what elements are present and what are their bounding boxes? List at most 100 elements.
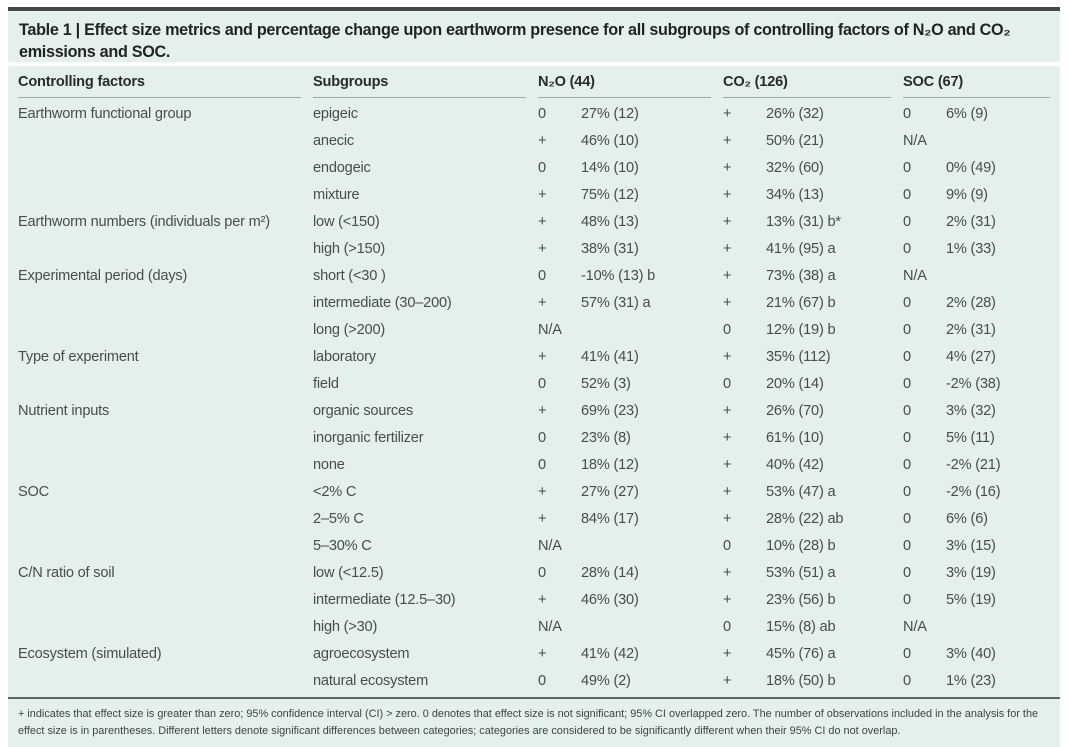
n2o-value-cell: 27% (12) [581,105,639,122]
factor-cell: SOC [18,483,50,500]
soc-sign-cell: 0 [903,375,911,392]
n2o-sign-cell: 0 [538,456,546,473]
n2o-sign-cell: 0 [538,375,546,392]
co2-value-cell: 73% (38) a [766,267,836,284]
table-top-rule [8,7,1060,11]
co2-value-cell: 53% (51) a [766,564,836,581]
n2o-value-cell: 27% (27) [581,483,639,500]
subgroup-cell: field [313,375,339,392]
factor-cell: Experimental period (days) [18,267,188,284]
n2o-sign-cell: + [538,240,547,257]
subgroup-cell: inorganic fertilizer [313,429,424,446]
soc-value-cell: 0% (49) [946,159,996,176]
co2-value-cell: 20% (14) [766,375,824,392]
soc-sign-cell: N/A [903,267,927,284]
co2-value-cell: 13% (31) b* [766,213,841,230]
table-row: SOC <2% C + 27% (27) + 53% (47) a 0 -2% … [18,478,1050,505]
subgroup-cell: epigeic [313,105,358,122]
n2o-value-cell: 18% (12) [581,456,639,473]
co2-value-cell: 26% (70) [766,402,824,419]
n2o-sign-cell: 0 [538,564,546,581]
co2-value-cell: 28% (22) ab [766,510,844,527]
soc-value-cell: 3% (15) [946,537,996,554]
subgroup-cell: anecic [313,132,354,149]
table-row: Earthworm numbers (individuals per m²) l… [18,208,1050,235]
co2-sign-cell: + [723,105,732,122]
co2-sign-cell: 0 [723,537,731,554]
co2-sign-cell: + [723,564,732,581]
subgroup-cell: 5–30% C [313,537,372,554]
n2o-sign-cell: 0 [538,159,546,176]
soc-value-cell: 2% (28) [946,294,996,311]
soc-value-cell: 3% (32) [946,402,996,419]
soc-sign-cell: N/A [903,132,927,149]
factor-cell: Nutrient inputs [18,402,110,419]
table-row: long (>200) N/A 0 12% (19) b 0 2% (31) [18,316,1050,343]
soc-value-cell: 2% (31) [946,321,996,338]
n2o-sign-cell: + [538,510,547,527]
table-row: high (>150) + 38% (31) + 41% (95) a 0 1%… [18,235,1050,262]
n2o-sign-cell: + [538,591,547,608]
co2-sign-cell: 0 [723,618,731,635]
soc-value-cell: 1% (33) [946,240,996,257]
subgroup-cell: low (<12.5) [313,564,384,581]
factor-cell: Earthworm functional group [18,105,192,122]
co2-sign-cell: + [723,456,732,473]
footnote-rule [8,697,1060,699]
co2-value-cell: 18% (50) b [766,672,836,689]
co2-sign-cell: 0 [723,321,731,338]
n2o-sign-cell: + [538,294,547,311]
soc-value-cell: 6% (6) [946,510,988,527]
n2o-value-cell: 48% (13) [581,213,639,230]
soc-value-cell: 6% (9) [946,105,988,122]
n2o-value-cell: 14% (10) [581,159,639,176]
subgroup-cell: organic sources [313,402,414,419]
soc-sign-cell: 0 [903,591,911,608]
column-header-subgroups: Subgroups [313,74,526,98]
n2o-value-cell: -10% (13) b [581,267,656,284]
n2o-value-cell: 49% (2) [581,672,631,689]
n2o-sign-cell: N/A [538,537,562,554]
table-row: C/N ratio of soil low (<12.5) 0 28% (14)… [18,559,1050,586]
co2-sign-cell: + [723,240,732,257]
co2-sign-cell: + [723,402,732,419]
co2-sign-cell: 0 [723,375,731,392]
soc-sign-cell: N/A [903,618,927,635]
n2o-value-cell: 46% (10) [581,132,639,149]
table-body-block: Controlling factors Subgroups N₂O (44) C… [8,66,1060,747]
soc-sign-cell: 0 [903,348,911,365]
co2-sign-cell: + [723,348,732,365]
subgroup-cell: low (<150) [313,213,380,230]
co2-value-cell: 50% (21) [766,132,824,149]
table-row: endogeic 0 14% (10) + 32% (60) 0 0% (49) [18,154,1050,181]
table-row: Type of experiment laboratory + 41% (41)… [18,343,1050,370]
soc-value-cell: 5% (11) [946,429,995,446]
column-header-n2o: N₂O (44) [538,74,711,98]
n2o-sign-cell: N/A [538,321,562,338]
soc-value-cell: 2% (31) [946,213,996,230]
n2o-sign-cell: + [538,483,547,500]
n2o-value-cell: 41% (41) [581,348,639,365]
soc-sign-cell: 0 [903,213,911,230]
column-header-soc: SOC (67) [903,74,1050,98]
co2-sign-cell: + [723,672,732,689]
factor-cell: Ecosystem (simulated) [18,645,162,662]
table-row: Ecosystem (simulated) agroecosystem + 41… [18,640,1050,667]
table-title-block: Table 1 | Effect size metrics and percen… [8,11,1060,62]
co2-sign-cell: + [723,213,732,230]
factor-cell: Earthworm numbers (individuals per m²) [18,213,270,230]
soc-value-cell: 9% (9) [946,186,988,203]
soc-sign-cell: 0 [903,645,911,662]
table-row: mixture + 75% (12) + 34% (13) 0 9% (9) [18,181,1050,208]
co2-value-cell: 34% (13) [766,186,824,203]
n2o-sign-cell: + [538,186,547,203]
n2o-value-cell: 84% (17) [581,510,639,527]
n2o-sign-cell: N/A [538,618,562,635]
n2o-value-cell: 69% (23) [581,402,639,419]
n2o-sign-cell: + [538,213,547,230]
soc-sign-cell: 0 [903,456,911,473]
soc-sign-cell: 0 [903,537,911,554]
soc-sign-cell: 0 [903,429,911,446]
subgroup-cell: endogeic [313,159,371,176]
column-header-co2: CO₂ (126) [723,74,891,98]
